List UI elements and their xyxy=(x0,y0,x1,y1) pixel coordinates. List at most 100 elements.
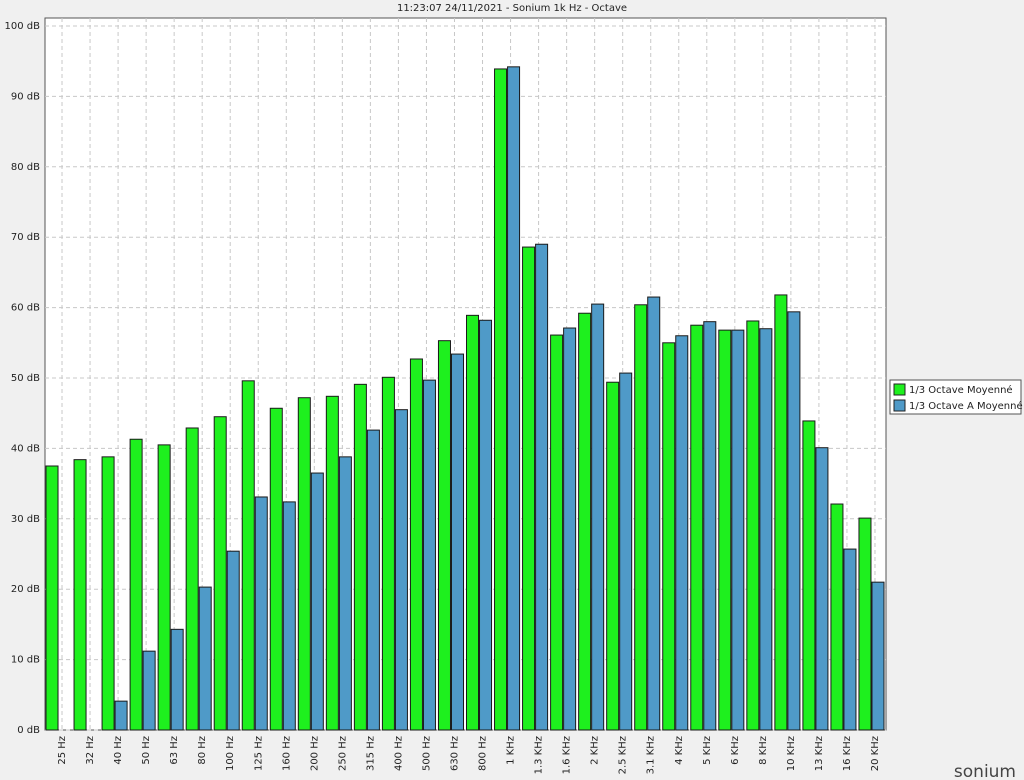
x-tick-label: 3.1 KHz xyxy=(646,736,657,774)
legend-label: 1/3 Octave Moyenné xyxy=(909,384,1013,396)
legend-swatch xyxy=(893,399,906,412)
y-tick-label: 100 dB xyxy=(5,21,41,32)
bar xyxy=(479,319,493,731)
y-tick-label: 10 dB xyxy=(11,655,40,666)
x-tick-label: 25 Hz xyxy=(57,736,68,765)
bar xyxy=(802,420,816,731)
x-tick-label: 8 KHz xyxy=(758,736,769,765)
bar xyxy=(843,548,857,731)
bar xyxy=(114,700,128,731)
x-tick-label: 50 Hz xyxy=(141,736,152,765)
x-tick-label: 40 Hz xyxy=(113,736,124,765)
bar xyxy=(606,381,620,731)
bar xyxy=(591,303,605,731)
bar xyxy=(774,294,788,731)
bar xyxy=(507,66,521,731)
bar xyxy=(409,358,423,731)
bar xyxy=(703,321,717,731)
bar xyxy=(366,429,380,731)
x-tick-label: 4 KHz xyxy=(674,736,685,765)
bar xyxy=(157,444,171,731)
bar xyxy=(226,550,240,731)
legend-label: 1/3 Octave A Moyenné xyxy=(909,400,1023,412)
x-tick-label: 160 Hz xyxy=(281,736,292,771)
bar xyxy=(142,650,156,731)
x-tick-label: 100 Hz xyxy=(225,736,236,771)
x-tick-label: 1 KHz xyxy=(506,736,517,765)
logo: sonium xyxy=(954,762,1016,780)
legend-box xyxy=(889,379,1022,415)
bar xyxy=(522,246,536,731)
bar xyxy=(101,456,115,731)
x-tick-label: 200 Hz xyxy=(309,736,320,771)
bar xyxy=(310,472,324,731)
x-tick-label: 16 KHz xyxy=(842,736,853,771)
bar xyxy=(45,465,59,731)
bar xyxy=(170,628,184,731)
bar xyxy=(129,438,143,731)
bar xyxy=(690,324,704,731)
bar xyxy=(269,407,283,731)
bar xyxy=(381,376,395,731)
bar xyxy=(759,328,773,731)
x-tick-label: 13 KHz xyxy=(814,736,825,771)
y-tick-label: 90 dB xyxy=(11,91,40,102)
y-tick-label: 20 dB xyxy=(11,584,40,595)
x-tick-label: 400 Hz xyxy=(393,736,404,771)
x-tick-label: 32 Hz xyxy=(85,736,96,765)
x-tick-label: 20 KHz xyxy=(870,736,881,771)
bar xyxy=(563,327,577,731)
x-tick-label: 10 KHz xyxy=(786,736,797,771)
bar xyxy=(241,380,255,731)
bar xyxy=(466,314,480,731)
bar xyxy=(550,334,564,731)
bar xyxy=(746,320,760,731)
y-tick-label: 0 dB xyxy=(17,725,40,736)
bar xyxy=(494,68,508,731)
bar xyxy=(731,329,745,731)
y-tick-label: 60 dB xyxy=(11,303,40,314)
x-tick-label: 2.5 KHz xyxy=(618,736,629,774)
x-tick-label: 800 Hz xyxy=(478,736,489,771)
y-tick-label: 50 dB xyxy=(11,373,40,384)
bar xyxy=(718,329,732,731)
bar xyxy=(634,304,648,731)
bar xyxy=(282,501,296,731)
y-tick-label: 80 dB xyxy=(11,162,40,173)
bar xyxy=(662,342,676,731)
x-tick-label: 5 KHz xyxy=(702,736,713,765)
x-tick-label: 125 Hz xyxy=(253,736,264,771)
bar xyxy=(394,409,408,731)
bar xyxy=(815,447,829,731)
bar xyxy=(297,397,311,731)
bar xyxy=(858,517,872,731)
bar xyxy=(787,311,801,731)
bar xyxy=(325,395,339,731)
bar xyxy=(578,312,592,731)
y-tick-label: 30 dB xyxy=(11,514,40,525)
plot-area xyxy=(44,17,887,731)
x-tick-label: 630 Hz xyxy=(449,736,460,771)
y-tick-label: 70 dB xyxy=(11,232,40,243)
legend-swatch xyxy=(893,383,906,396)
chart-title: 11:23:07 24/11/2021 - Sonium 1k Hz - Oct… xyxy=(397,3,627,14)
bar xyxy=(619,372,633,731)
bar xyxy=(353,383,367,731)
x-tick-label: 63 Hz xyxy=(169,736,180,765)
x-tick-label: 1.3 KHz xyxy=(534,736,545,774)
bar xyxy=(871,581,885,731)
bar xyxy=(422,379,436,731)
bar xyxy=(535,243,549,731)
bar xyxy=(198,586,212,731)
x-tick-label: 6 KHz xyxy=(730,736,741,765)
bar xyxy=(675,335,689,731)
bar xyxy=(213,416,227,731)
x-tick-label: 80 Hz xyxy=(197,736,208,765)
bar xyxy=(338,456,352,731)
bar xyxy=(450,353,465,731)
y-tick-label: 40 dB xyxy=(11,443,40,454)
x-tick-label: 1.6 KHz xyxy=(562,736,573,774)
x-tick-label: 2 KHz xyxy=(590,736,601,765)
bar xyxy=(73,459,87,731)
